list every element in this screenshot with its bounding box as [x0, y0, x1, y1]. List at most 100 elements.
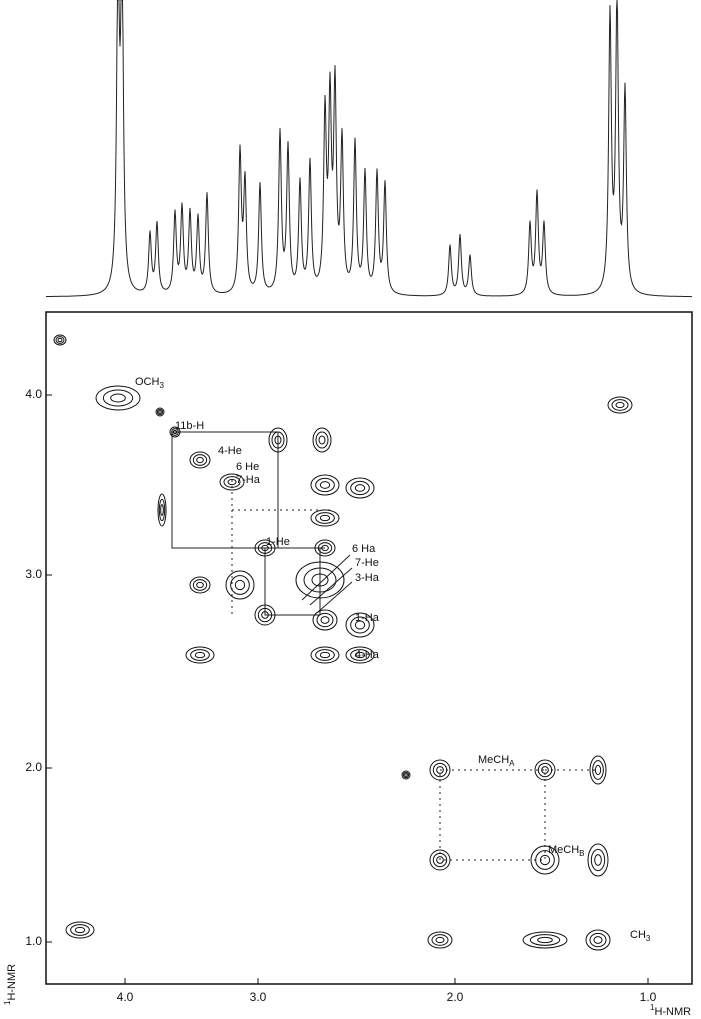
contour	[192, 454, 208, 466]
contour	[158, 410, 162, 414]
contour	[615, 401, 625, 409]
contour	[594, 854, 602, 866]
contour	[345, 612, 375, 638]
contour	[314, 539, 336, 557]
contour	[227, 478, 237, 486]
peak-label-text: 6 He	[236, 461, 259, 473]
peak-label-text: 1-Ha	[355, 612, 380, 624]
contour	[190, 649, 210, 661]
contour	[223, 476, 241, 488]
contour	[589, 932, 607, 948]
x-tick-label: 4.0	[117, 990, 134, 1004]
contour	[431, 934, 449, 946]
axis-label-text: H-NMR	[654, 1006, 691, 1018]
contour	[254, 604, 276, 626]
contour	[315, 649, 335, 661]
contour	[321, 544, 329, 552]
y-tick-label: 1.0	[25, 934, 42, 948]
peak-label-sub: 3	[646, 934, 651, 943]
contour	[432, 762, 448, 778]
contour	[590, 848, 606, 872]
x-tick-label: 1.0	[640, 990, 657, 1004]
peak-label: CH3	[630, 929, 651, 943]
contour	[435, 936, 445, 944]
contour	[587, 843, 609, 877]
peak-label-text: CH	[630, 929, 646, 941]
contour	[234, 579, 246, 591]
contour	[312, 427, 332, 453]
leader-line	[301, 554, 353, 613]
contour	[319, 514, 331, 522]
peak-label: 4-Ha	[355, 649, 380, 661]
axis-label-text: H-NMR	[6, 964, 18, 1001]
contour	[345, 477, 375, 499]
contour	[230, 575, 250, 595]
contour	[261, 611, 269, 619]
peak-label: 6 He	[236, 461, 259, 473]
contour	[315, 477, 335, 493]
contour	[57, 337, 63, 343]
contour	[530, 845, 560, 875]
contour	[429, 759, 451, 781]
contour	[102, 389, 134, 407]
contour	[225, 570, 255, 600]
contour	[310, 646, 340, 664]
contour	[319, 481, 331, 489]
contour	[295, 561, 345, 599]
y-tick-label: 2.0	[25, 760, 42, 774]
peak-label: 6 Ha	[352, 543, 376, 555]
peak-label: 3-Ha	[355, 572, 380, 584]
contour	[541, 766, 549, 774]
contour	[345, 646, 375, 664]
contour	[607, 396, 633, 414]
peak-label-text: 7-Ha	[236, 474, 261, 486]
contour	[594, 764, 602, 776]
contour	[537, 936, 553, 944]
dotted-line	[231, 480, 598, 861]
peak-label: 1-Ha	[355, 612, 380, 624]
contour	[432, 852, 448, 868]
contour	[172, 429, 178, 435]
peak-label: 7-He	[355, 557, 379, 569]
contour	[350, 649, 370, 661]
contour	[310, 509, 340, 527]
peak-label-text: 3-Ha	[355, 572, 380, 584]
contour	[315, 431, 329, 449]
contour	[535, 850, 555, 870]
contour	[53, 334, 67, 346]
x-tick-label: 3.0	[250, 990, 267, 1004]
contour	[189, 451, 211, 469]
contour	[74, 926, 86, 934]
contour	[257, 542, 273, 554]
contour	[160, 504, 164, 516]
peak-label: 1-He	[266, 536, 290, 548]
contour	[261, 544, 269, 552]
contour	[257, 607, 273, 623]
contour	[95, 385, 141, 411]
contour	[534, 759, 556, 781]
contour	[592, 760, 604, 780]
peak-label-text: 6 Ha	[352, 543, 376, 555]
contours	[53, 334, 633, 951]
contour	[316, 612, 334, 628]
contour	[65, 921, 95, 939]
contour	[585, 929, 611, 951]
x-tick-label: 2.0	[447, 990, 464, 1004]
contour	[254, 539, 276, 557]
contour	[354, 651, 366, 659]
contour	[404, 773, 408, 777]
contour	[350, 616, 370, 634]
contour	[611, 399, 629, 411]
peak-label-text: OCH	[135, 376, 160, 388]
contour	[593, 936, 603, 944]
contour	[185, 646, 215, 664]
contour	[303, 567, 337, 593]
contour	[318, 435, 326, 445]
axis-label-sup: 1	[3, 1000, 12, 1005]
contour	[196, 456, 204, 464]
contour	[158, 498, 166, 522]
axis-label: 1H-NMR	[3, 964, 18, 1005]
peak-label: OCH3	[135, 376, 164, 390]
contour	[315, 512, 335, 524]
